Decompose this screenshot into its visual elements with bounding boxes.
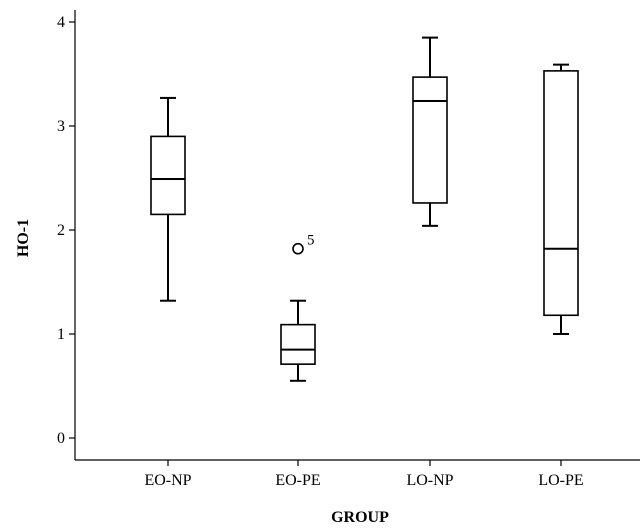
x-axis-title: GROUP: [331, 509, 389, 526]
box-eo-pe: 5: [280, 233, 316, 382]
x-tick-label: LO-PE: [538, 472, 583, 489]
y-tick-label: 3: [57, 118, 65, 135]
y-ticks: 0 1 2 3 4: [57, 14, 75, 447]
y-axis-title: HO-1: [15, 219, 32, 257]
iqr-box: [150, 135, 186, 216]
x-tick-label: EO-PE: [275, 472, 320, 489]
iqr-box: [412, 76, 448, 204]
box-eo-np: [150, 96, 186, 302]
box-lo-np: [412, 36, 448, 227]
x-tick-label: EO-NP: [144, 472, 191, 489]
y-tick-label: 1: [57, 326, 65, 343]
y-tick-label: 2: [57, 222, 65, 239]
box-lo-pe: [543, 63, 579, 335]
iqr-box: [543, 70, 579, 317]
axes: [74, 10, 640, 461]
outlier-point: [292, 242, 304, 255]
outlier-label: 5: [307, 233, 315, 249]
x-ticks: EO-NP EO-PE LO-NP LO-PE: [144, 460, 584, 489]
y-tick-label: 0: [57, 430, 65, 447]
x-tick-label: LO-NP: [406, 472, 453, 489]
iqr-box: [280, 323, 316, 365]
y-tick-label: 4: [57, 14, 65, 31]
boxes: 5: [150, 36, 579, 382]
